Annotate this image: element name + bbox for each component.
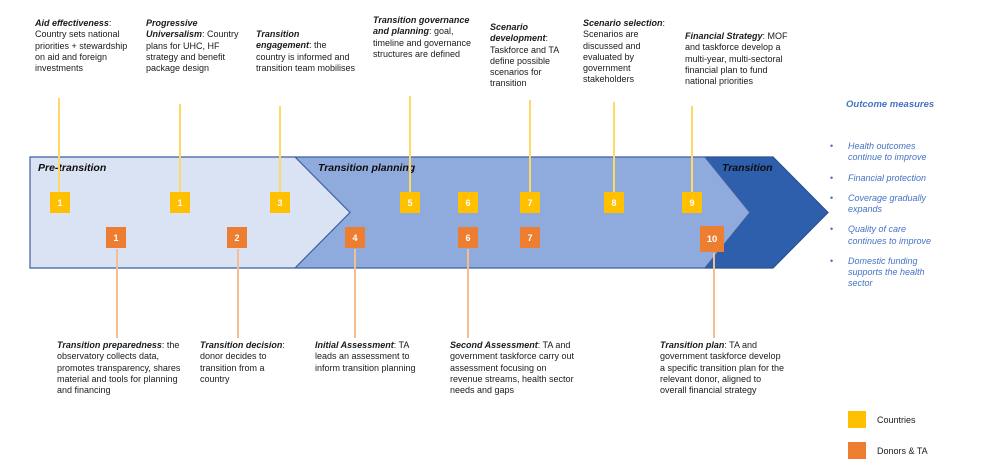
marker-countries: 7	[520, 192, 540, 213]
annotation-transition-plan: Transition plan: TA and government taskf…	[660, 340, 788, 396]
annotation-second-assessment: Second Assessment: TA and government tas…	[450, 340, 576, 396]
legend-swatch-donors-ta	[848, 442, 866, 459]
annotation-title: Transition decision	[200, 340, 283, 350]
outcome-item: Domestic funding supports the health sec…	[828, 256, 946, 290]
annotation-transition-decision: Transition decision: donor decides to tr…	[200, 340, 296, 385]
annotation-title: Aid effectiveness	[35, 18, 109, 28]
annotation-body: : Country plans for UHC, HF strategy and…	[146, 29, 239, 73]
annotation-title: Scenario development	[490, 22, 546, 44]
connector-line	[529, 100, 531, 193]
annotation-scenario-selection: Scenario selection: Scenarios are discus…	[583, 18, 673, 86]
annotation-title: Transition governance and planning	[373, 15, 470, 37]
annotation-body: : TA and government taskforce develop a …	[660, 340, 785, 395]
annotation-title: Transition plan	[660, 340, 725, 350]
connector-line	[467, 249, 469, 338]
connector-line	[237, 249, 239, 338]
outcome-item: Financial protection	[828, 173, 946, 185]
annotation-transition-governance: Transition governance and planning: goal…	[373, 15, 483, 60]
annotation-initial-assessment: Initial Assessment: TA leads an assessme…	[315, 340, 419, 374]
marker-donors-ta: 7	[520, 227, 540, 248]
marker-donors-ta: 2	[227, 227, 247, 248]
band-label-transition: Transition	[722, 162, 773, 174]
annotation-body: : donor decides to transition from a cou…	[200, 340, 285, 384]
outcome-item: Health outcomes continue to improve	[828, 141, 946, 164]
outcome-measures-list: Health outcomes continue to improve Fina…	[828, 141, 946, 299]
annotation-body: : Scenarios are discussed and evaluated …	[583, 18, 666, 85]
connector-line	[409, 96, 411, 193]
marker-donors-ta: 4	[345, 227, 365, 248]
annotation-body: : MOF and taskforce develop a multi-year…	[685, 31, 788, 86]
legend-donors-ta: Donors & TA	[848, 442, 928, 459]
annotation-body: : TA leads an assessment to inform trans…	[315, 340, 416, 373]
annotation-body: : TA and government taskforce carry out …	[450, 340, 575, 395]
marker-donors-ta: 10	[700, 226, 724, 252]
connector-line	[354, 249, 356, 338]
marker-countries: 9	[682, 192, 702, 213]
annotation-body: : Taskforce and TA define possible scena…	[490, 33, 559, 89]
annotation-transition-engagement: Transition engagement: the country is in…	[256, 29, 356, 74]
annotation-title: Second Assessment	[450, 340, 538, 350]
annotation-scenario-development: Scenario development: Taskforce and TA d…	[490, 22, 578, 90]
band-label-pre-transition: Pre-transition	[38, 162, 107, 174]
connector-line	[713, 253, 715, 338]
annotation-body: : goal, timeline and governance structur…	[373, 26, 472, 59]
connector-line	[179, 104, 181, 193]
marker-countries: 1	[50, 192, 70, 213]
annotation-aid-effectiveness: Aid effectiveness: Country sets national…	[35, 18, 131, 74]
annotation-title: Transition engagement	[256, 29, 310, 51]
marker-countries: 8	[604, 192, 624, 213]
annotation-body: : the observatory collects data, promote…	[57, 340, 181, 395]
marker-countries: 5	[400, 192, 420, 213]
marker-donors-ta: 6	[458, 227, 478, 248]
legend-countries: Countries	[848, 411, 916, 428]
annotation-body: : the country is informed and transition…	[256, 40, 356, 73]
annotation-title: Initial Assessment	[315, 340, 394, 350]
annotation-progressive-universalism: Progressive Universalism: Country plans …	[146, 18, 242, 74]
legend-label: Countries	[877, 414, 916, 425]
connector-line	[691, 106, 693, 193]
connector-line	[116, 249, 118, 338]
connector-line	[58, 98, 60, 193]
band-label-transition-planning: Transition planning	[318, 162, 416, 174]
legend-swatch-countries	[848, 411, 866, 428]
marker-countries: 6	[458, 192, 478, 213]
marker-countries: 3	[270, 192, 290, 213]
legend-label: Donors & TA	[877, 445, 928, 456]
outcome-item: Quality of care continues to improve	[828, 224, 946, 247]
annotation-title: Transition preparedness	[57, 340, 162, 350]
annotation-transition-preparedness: Transition preparedness: the observatory…	[57, 340, 183, 396]
annotation-body: : Country sets national priorities + ste…	[35, 18, 128, 73]
outcome-item: Coverage gradually expands	[828, 193, 946, 216]
annotation-financial-strategy: Financial Strategy: MOF and taskforce de…	[685, 31, 799, 87]
connector-line	[613, 102, 615, 193]
connector-line	[279, 106, 281, 193]
annotation-title: Scenario selection	[583, 18, 663, 28]
marker-donors-ta: 1	[106, 227, 126, 248]
marker-countries: 1	[170, 192, 190, 213]
outcome-measures-title: Outcome measures	[846, 99, 935, 110]
annotation-title: Financial Strategy	[685, 31, 763, 41]
annotation-title: Progressive Universalism	[146, 18, 203, 40]
